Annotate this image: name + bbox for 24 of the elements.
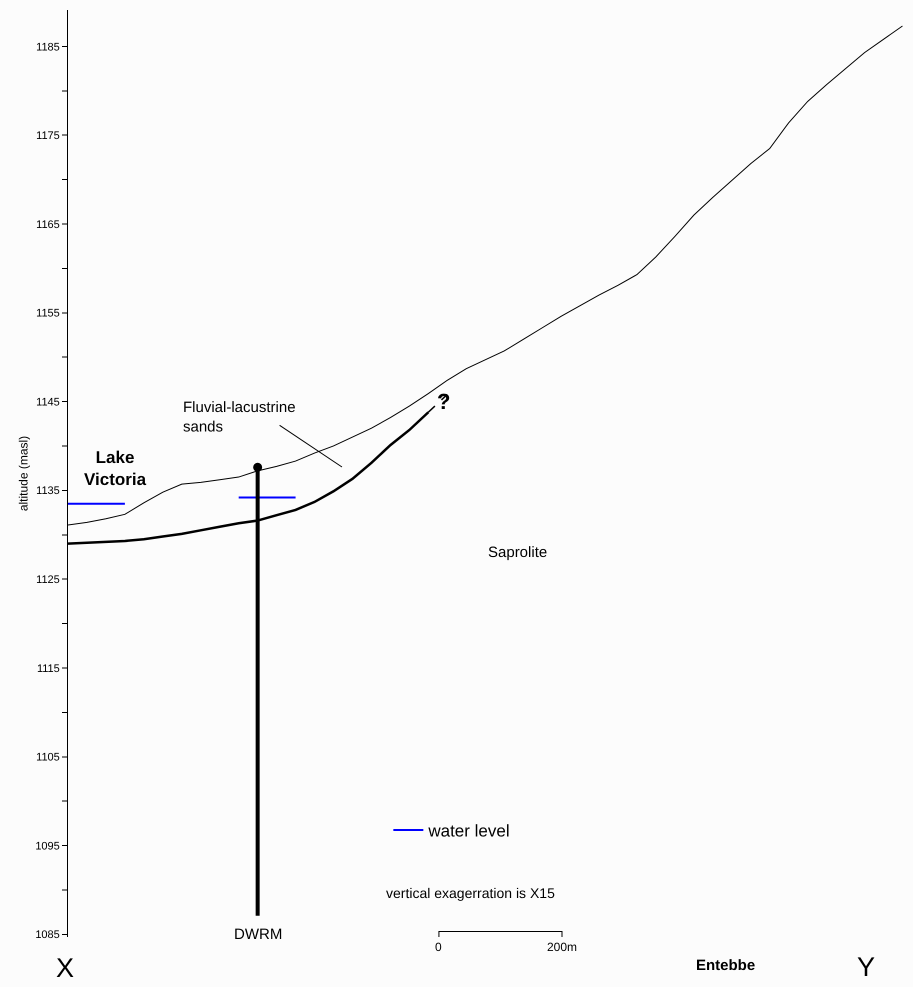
legend-label: water level (427, 822, 510, 841)
annotation: DWRM (234, 926, 282, 943)
y-tick-label: 1085 (35, 929, 60, 942)
annotation: Fluvial-lacustrine sands (183, 399, 296, 436)
annotation: Lake Victoria (84, 448, 147, 490)
text: 0 (435, 940, 442, 954)
text: 200m (547, 940, 578, 954)
y-axis-title: altitude (masl) (16, 436, 31, 512)
annotation: ? (437, 389, 450, 414)
y-tick-label: 1175 (36, 130, 60, 142)
text: X (56, 953, 74, 983)
annotation: vertical exagerration is X15 (386, 885, 556, 901)
y-tick-label: 1145 (36, 396, 60, 408)
y-tick-label: 1135 (36, 485, 60, 498)
y-tick-label: 1185 (36, 41, 60, 54)
annotation: Saprolite (488, 544, 548, 561)
y-tick-label: 1115 (36, 662, 60, 675)
text: Y (857, 952, 876, 982)
y-tick-label: 1125 (36, 574, 60, 586)
y-tick-label: 1155 (36, 308, 60, 320)
text: Entebbe (696, 957, 756, 974)
y-tick-label: 1095 (35, 840, 60, 852)
y-tick-label: 1165 (36, 218, 60, 231)
y-tick-label: 1105 (36, 752, 60, 764)
